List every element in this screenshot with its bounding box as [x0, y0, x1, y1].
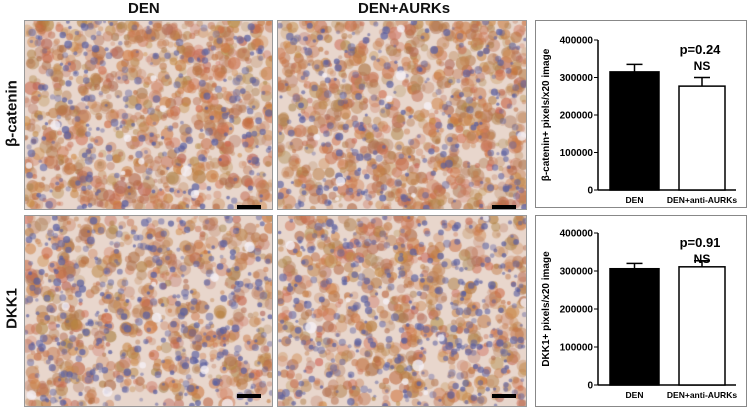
scale-bar [492, 394, 516, 398]
y-axis-label: DKK1+ pixels/x20 image [541, 251, 552, 367]
micrograph-dkk1-den-aurks [277, 215, 527, 407]
y-tick-label: 300000 [560, 267, 594, 278]
bar-den-anti-aurks [678, 266, 726, 386]
column-header-den-aurks: DEN+AURKs [358, 0, 451, 17]
scale-bar [492, 205, 516, 209]
row-label-beta-catenin: β-catenin [3, 80, 21, 147]
y-tick-label: 200000 [560, 111, 594, 122]
chart-dkk1: 0 100000 200000 300000 400000 DKK1+ pixels/x2… [535, 215, 747, 407]
x-tick-label: DEN [626, 195, 644, 205]
p-value-annotation: p=0.91 [680, 235, 721, 250]
column-header-den: DEN [128, 0, 160, 17]
y-tick-label: 0 [587, 381, 593, 392]
scale-bar [237, 394, 261, 398]
bar-den [609, 71, 660, 191]
p-value-annotation: p=0.24 [680, 42, 722, 57]
x-tick-label: DEN+anti-AURKs [667, 195, 737, 205]
y-tick-label: 0 [587, 186, 593, 197]
micrograph-beta-catenin-den-aurks [277, 20, 527, 210]
micrograph-beta-catenin-den [24, 20, 273, 210]
y-tick-label: 100000 [560, 343, 594, 354]
y-axis-label: β-catenin+ pixels/x20 image [541, 48, 552, 181]
y-tick-label: 100000 [560, 148, 594, 159]
bar-den-anti-aurks [678, 85, 726, 191]
y-tick-label: 400000 [560, 229, 594, 240]
significance-annotation: NS [694, 59, 711, 73]
bar-den [609, 267, 660, 386]
chart-beta-catenin: 0 100000 200000 300000 400000 β-catenin+ pixe… [535, 20, 747, 208]
row-label-dkk1: DKK1 [3, 288, 21, 329]
y-tick-label: 200000 [560, 305, 594, 316]
y-tick-label: 400000 [560, 36, 594, 47]
y-tick-label: 300000 [560, 73, 594, 84]
x-tick-label: DEN+anti-AURKs [667, 390, 737, 400]
x-tick-label: DEN [626, 390, 644, 400]
significance-annotation: NS [694, 252, 711, 266]
scale-bar [237, 205, 261, 209]
micrograph-dkk1-den [24, 215, 273, 407]
